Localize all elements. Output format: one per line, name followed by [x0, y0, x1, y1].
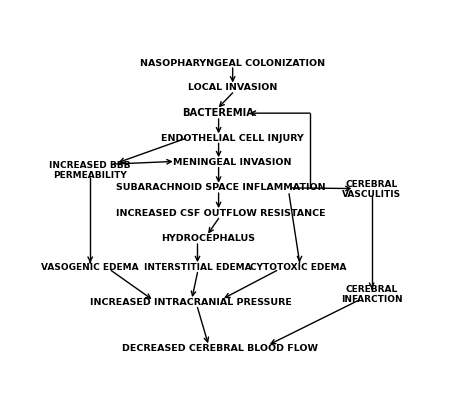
Text: LOCAL INVASION: LOCAL INVASION	[188, 83, 277, 92]
Text: INCREASED CSF OUTFLOW RESISTANCE: INCREASED CSF OUTFLOW RESISTANCE	[116, 209, 325, 218]
Text: MENINGEAL INVASION: MENINGEAL INVASION	[173, 158, 292, 167]
Text: VASOGENIC EDEMA: VASOGENIC EDEMA	[41, 263, 139, 272]
Text: SUBARACHNOID SPACE INFLAMMATION: SUBARACHNOID SPACE INFLAMMATION	[116, 183, 325, 192]
Text: BACTEREMIA: BACTEREMIA	[183, 108, 255, 118]
Text: INCREASED BBB
PERMEABILITY: INCREASED BBB PERMEABILITY	[49, 161, 131, 180]
Text: HYDROCEPHALUS: HYDROCEPHALUS	[161, 234, 255, 243]
Text: INTERSTITIAL EDEMA: INTERSTITIAL EDEMA	[143, 263, 252, 272]
Text: INCREASED INTRACRANIAL PRESSURE: INCREASED INTRACRANIAL PRESSURE	[89, 298, 291, 307]
Text: DECREASED CEREBRAL BLOOD FLOW: DECREASED CEREBRAL BLOOD FLOW	[123, 344, 318, 353]
Text: NASOPHARYNGEAL COLONIZATION: NASOPHARYNGEAL COLONIZATION	[140, 59, 325, 69]
Text: CEREBRAL
VASCULITIS: CEREBRAL VASCULITIS	[342, 180, 401, 199]
Text: CYTOTOXIC EDEMA: CYTOTOXIC EDEMA	[250, 263, 346, 272]
Text: CEREBRAL
INFARCTION: CEREBRAL INFARCTION	[341, 285, 402, 304]
Text: ENDOTHELIAL CELL INJURY: ENDOTHELIAL CELL INJURY	[161, 134, 304, 143]
